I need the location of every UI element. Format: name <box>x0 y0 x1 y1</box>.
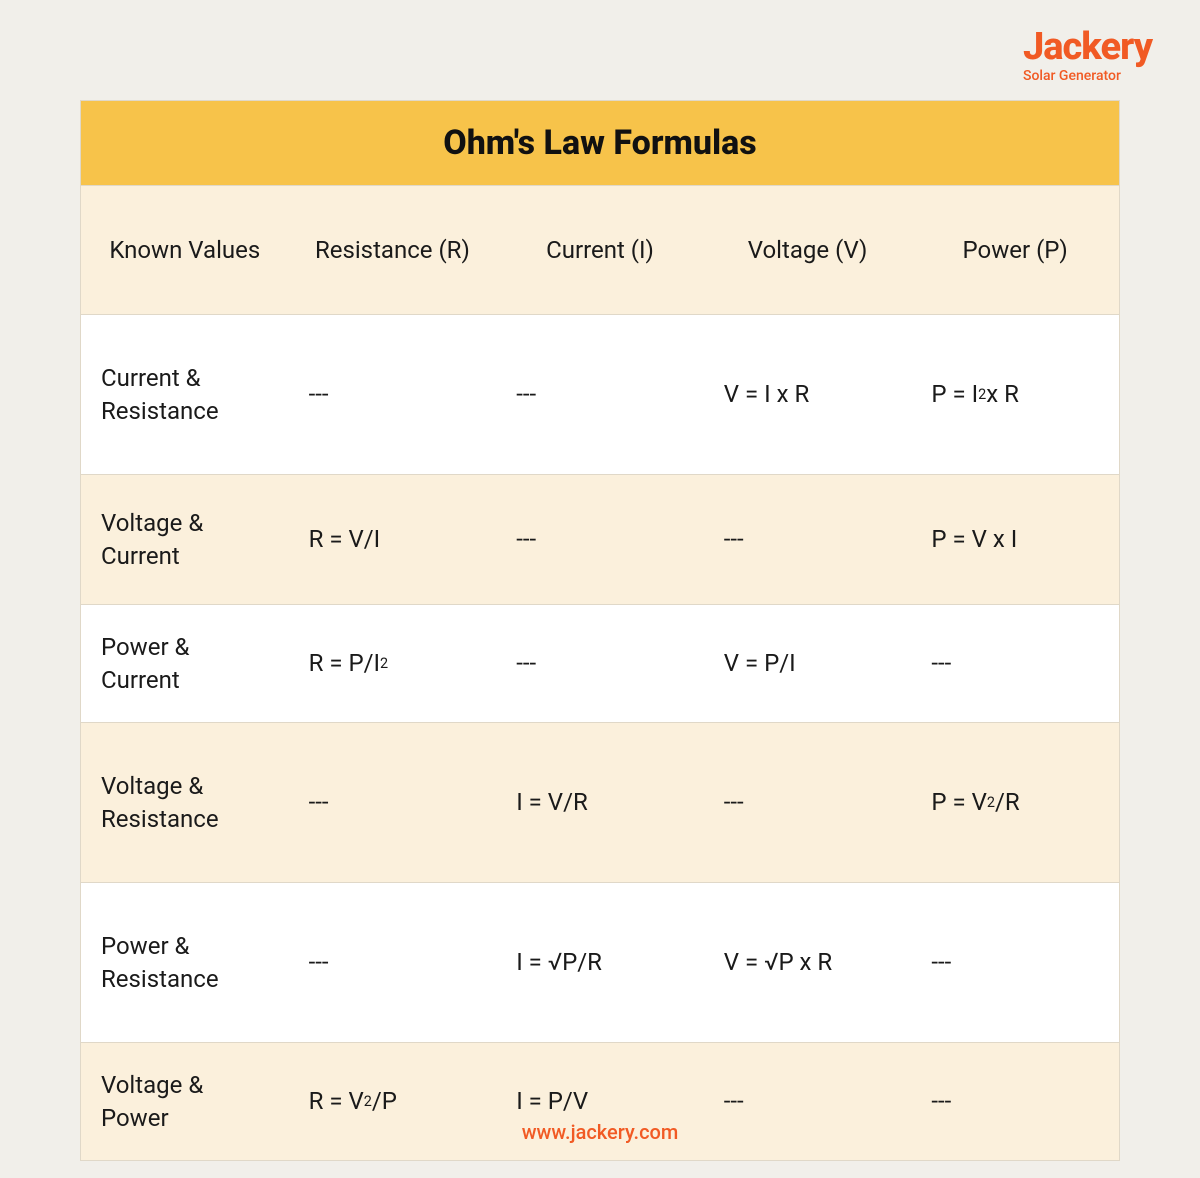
formula-cell: --- <box>496 315 704 474</box>
table-title: Ohm's Law Formulas <box>81 101 1119 185</box>
formula-cell: P = V x I <box>911 475 1119 604</box>
row-label: Voltage & Current <box>81 475 289 604</box>
formula-cell: I = √P/R <box>496 883 704 1042</box>
formulas-table: Ohm's Law Formulas Known Values Resistan… <box>80 100 1120 1161</box>
brand-tagline: Solar Generator <box>1023 68 1152 84</box>
col-header-voltage: Voltage (V) <box>704 186 912 314</box>
formula-cell: V = √P x R <box>704 883 912 1042</box>
col-header-power: Power (P) <box>911 186 1119 314</box>
col-header-known: Known Values <box>81 186 289 314</box>
formula-cell: --- <box>704 723 912 882</box>
formula-cell: --- <box>911 883 1119 1042</box>
table-row: Power & Resistance---I = √P/RV = √P x R-… <box>81 882 1119 1042</box>
formula-cell: R = V/I <box>289 475 497 604</box>
formula-cell: R = P/I2 <box>289 605 497 722</box>
col-header-current: Current (I) <box>496 186 704 314</box>
row-label: Voltage & Resistance <box>81 723 289 882</box>
table-row: Power & CurrentR = P/I2---V = P/I--- <box>81 604 1119 722</box>
row-label: Power & Current <box>81 605 289 722</box>
formula-cell: --- <box>289 315 497 474</box>
table-row: Voltage & Resistance---I = V/R---P = V2/… <box>81 722 1119 882</box>
formula-cell: P = I2 x R <box>911 315 1119 474</box>
formula-cell: P = V2/R <box>911 723 1119 882</box>
table-header-row: Known Values Resistance (R) Current (I) … <box>81 185 1119 314</box>
footer-url: www.jackery.com <box>0 1120 1200 1144</box>
table-row: Current & Resistance------V = I x RP = I… <box>81 314 1119 474</box>
row-label: Current & Resistance <box>81 315 289 474</box>
formula-cell: --- <box>289 723 497 882</box>
formula-cell: V = I x R <box>704 315 912 474</box>
brand-name: Jackery <box>1023 28 1152 66</box>
col-header-resistance: Resistance (R) <box>289 186 497 314</box>
brand-logo: Jackery Solar Generator <box>1023 28 1152 84</box>
table-row: Voltage & CurrentR = V/I------P = V x I <box>81 474 1119 604</box>
formula-cell: --- <box>911 605 1119 722</box>
formula-cell: --- <box>496 605 704 722</box>
row-label: Power & Resistance <box>81 883 289 1042</box>
formula-cell: --- <box>289 883 497 1042</box>
formula-cell: --- <box>496 475 704 604</box>
formula-cell: --- <box>704 475 912 604</box>
formula-cell: I = V/R <box>496 723 704 882</box>
formula-cell: V = P/I <box>704 605 912 722</box>
